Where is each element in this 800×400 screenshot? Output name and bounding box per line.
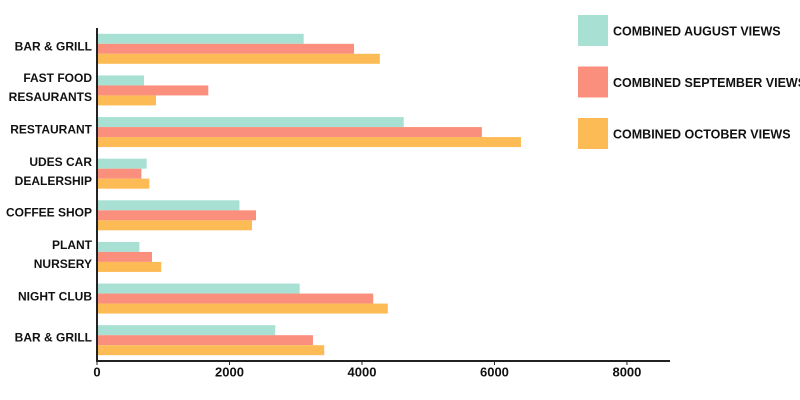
legend-swatch: [578, 118, 608, 149]
legend-swatch: [578, 66, 608, 98]
x-tick-label: 6000: [480, 364, 509, 379]
x-tick-label: 8000: [612, 364, 641, 379]
bar: [97, 95, 156, 106]
legend-label: COMBINED SEPTEMBER VIEWS: [613, 76, 800, 90]
bar: [97, 335, 313, 346]
legend-label: COMBINED AUGUST VIEWS: [613, 24, 781, 38]
y-tick-label: PLANT NURSERY: [33, 237, 92, 271]
bar: [97, 137, 521, 148]
bar: [97, 200, 240, 211]
y-tick-label: RESTAURANT: [10, 122, 92, 137]
x-tick-label: 4000: [348, 364, 377, 379]
bar: [97, 117, 404, 128]
y-tick-label: NIGHT CLUB: [18, 289, 92, 304]
bar: [97, 33, 304, 44]
y-tick-label: BAR & GRILL: [14, 330, 92, 345]
bar: [97, 303, 388, 314]
legend-swatch: [578, 15, 608, 46]
bar: [97, 251, 152, 262]
bar: [97, 325, 276, 336]
bar: [97, 127, 482, 138]
bar: [97, 158, 147, 169]
bar: [97, 220, 253, 231]
bar: [97, 168, 142, 179]
y-tick-label: BAR & GRILL: [14, 39, 92, 54]
bar: [97, 178, 150, 189]
bar: [97, 43, 355, 54]
x-tick-label: 2000: [215, 364, 244, 379]
x-tick-label: 0: [93, 364, 100, 379]
bar: [97, 53, 380, 64]
y-tick-label: FAST FOOD RESAURANTS: [8, 71, 92, 105]
bar: [97, 85, 209, 96]
bar: [97, 210, 256, 221]
bar: [97, 283, 300, 294]
legend-label: COMBINED OCTOBER VIEWS: [613, 127, 791, 141]
y-tick-label: COFFEE SHOP: [5, 205, 92, 220]
bar: [97, 345, 325, 356]
bar: [97, 241, 140, 252]
bar: [97, 293, 374, 304]
y-tick-label: UDES CAR DEALERSHIP: [14, 154, 92, 188]
bar: [97, 75, 145, 86]
bar: [97, 261, 162, 272]
